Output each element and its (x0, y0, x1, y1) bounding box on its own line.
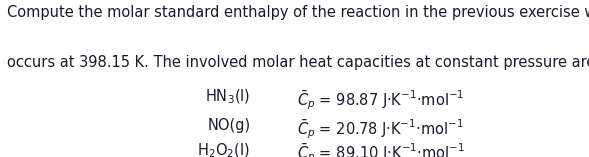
Text: NO(g): NO(g) (207, 118, 250, 133)
Text: HN$_3$(l): HN$_3$(l) (205, 88, 250, 106)
Text: $\bar{C}_p$ = 89.10 J·K$^{-1}$·mol$^{-1}$: $\bar{C}_p$ = 89.10 J·K$^{-1}$·mol$^{-1}… (297, 141, 465, 157)
Text: $\bar{C}_p$ = 20.78 J·K$^{-1}$·mol$^{-1}$: $\bar{C}_p$ = 20.78 J·K$^{-1}$·mol$^{-1}… (297, 118, 464, 141)
Text: $\bar{C}_p$ = 98.87 J·K$^{-1}$·mol$^{-1}$: $\bar{C}_p$ = 98.87 J·K$^{-1}$·mol$^{-1}… (297, 88, 465, 112)
Text: occurs at 398.15 K. The involved molar heat capacities at constant pressure are:: occurs at 398.15 K. The involved molar h… (7, 55, 589, 70)
Text: Compute the molar standard enthalpy of the reaction in the previous exercise whe: Compute the molar standard enthalpy of t… (7, 5, 589, 20)
Text: H$_2$O$_2$(l): H$_2$O$_2$(l) (197, 141, 250, 157)
